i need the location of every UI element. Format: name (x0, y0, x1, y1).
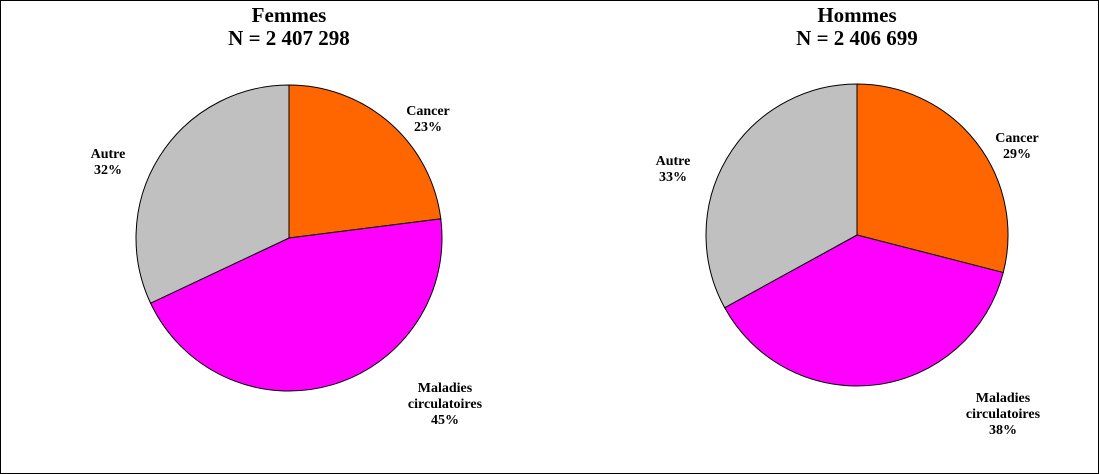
pie-slice (723, 234, 1004, 387)
pie-slice (705, 83, 858, 309)
category-label: Maladies circulatoires (965, 391, 1041, 422)
title-line: Femmes (251, 3, 327, 27)
value-label: 38% (989, 423, 1017, 438)
chart-title: Femmes N = 2 407 298 (228, 4, 350, 50)
slice-label: Autre 33% (623, 154, 723, 186)
chart-title: Hommes N = 2 406 699 (796, 4, 918, 50)
subtitle-line: N = 2 407 298 (228, 26, 350, 50)
value-label: 45% (431, 413, 459, 428)
pie-slice (856, 83, 1009, 274)
category-label: Maladies circulatoires (407, 381, 483, 412)
value-label: 23% (414, 120, 442, 135)
slice-label: Maladies circulatoires 38% (953, 391, 1053, 439)
slice-label: Autre 32% (58, 147, 158, 179)
subtitle-line: N = 2 406 699 (796, 26, 918, 50)
pie-slice (135, 84, 290, 304)
value-label: 33% (659, 170, 687, 185)
slice-label: Cancer 23% (378, 104, 478, 136)
category-label: Cancer (995, 131, 1039, 146)
pie-slice (149, 218, 443, 392)
slice-label: Maladies circulatoires 45% (395, 381, 495, 429)
category-label: Autre (655, 154, 691, 169)
pie-slice (288, 84, 442, 239)
value-label: 29% (1003, 147, 1031, 162)
value-label: 32% (94, 163, 122, 178)
slice-label: Cancer 29% (967, 131, 1067, 163)
category-label: Autre (90, 147, 126, 162)
title-line: Hommes (817, 3, 897, 27)
category-label: Cancer (406, 104, 450, 119)
